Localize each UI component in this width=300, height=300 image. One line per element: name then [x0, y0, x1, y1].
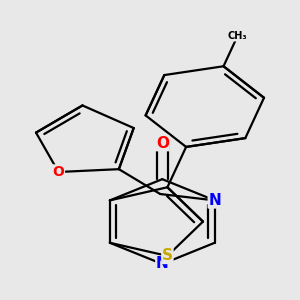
Text: N: N — [208, 193, 221, 208]
Text: O: O — [156, 136, 169, 151]
Text: O: O — [52, 165, 64, 179]
Text: S: S — [162, 248, 173, 263]
Text: CH₃: CH₃ — [228, 31, 247, 41]
Text: N: N — [156, 256, 169, 272]
